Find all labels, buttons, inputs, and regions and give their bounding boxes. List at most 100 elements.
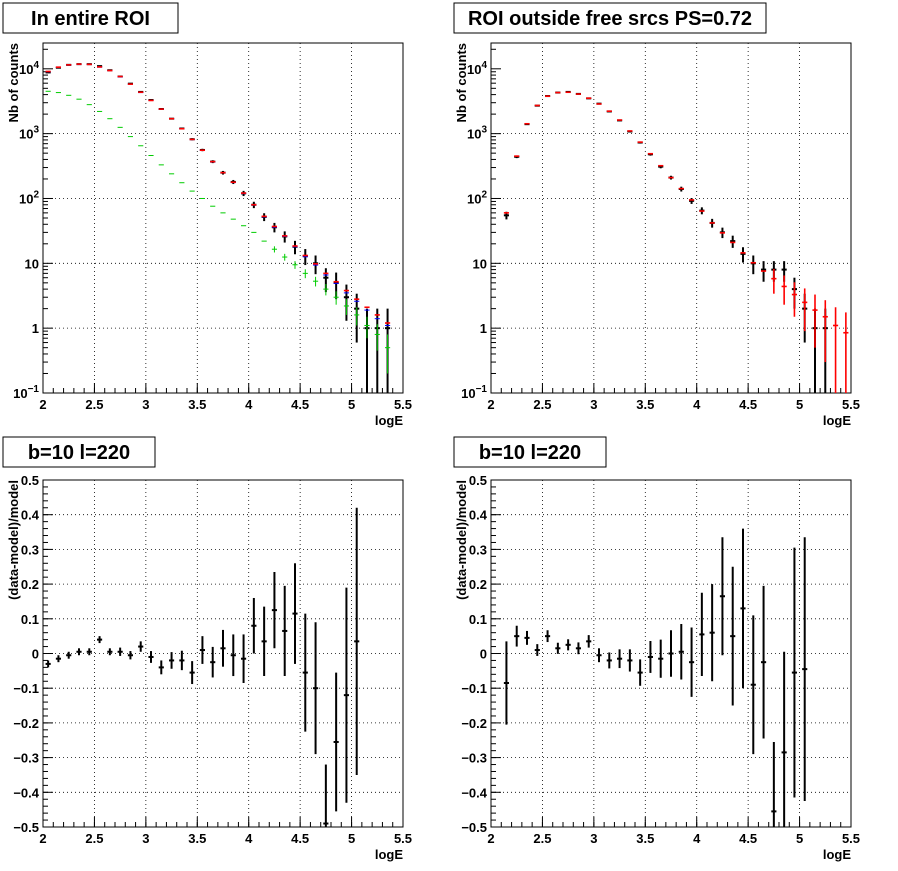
- data-point: [730, 566, 736, 706]
- data-point: [138, 641, 144, 652]
- data-point: [86, 648, 92, 656]
- x-tick-label: 5: [796, 397, 803, 412]
- x-tick-label: 4.5: [291, 831, 309, 846]
- data-point: [565, 639, 571, 651]
- y-tick-label: −0.1: [461, 681, 487, 696]
- data-point: [343, 299, 349, 315]
- data-point: [833, 307, 839, 393]
- title-box: [2, 2, 179, 34]
- data-point: [658, 639, 664, 678]
- data-point: [220, 629, 226, 667]
- y-tick-label: 0.5: [469, 473, 487, 488]
- plot-frame: [42, 42, 404, 394]
- y-tick-label: 10: [473, 256, 487, 271]
- y-axis-title: Nb of counts: [6, 43, 21, 122]
- y-tick-label: 0.2: [21, 577, 39, 592]
- x-tick-label: 3.5: [188, 397, 206, 412]
- x-tick-label: 3.5: [636, 397, 654, 412]
- y-tick-label: 0.5: [21, 473, 39, 488]
- x-tick-label: 2.5: [85, 397, 103, 412]
- x-tick-label: 3: [590, 397, 597, 412]
- data-point: [750, 255, 756, 275]
- data-point: [210, 646, 216, 678]
- data-point: [282, 253, 288, 261]
- data-point: [66, 651, 72, 659]
- data-point: [127, 651, 133, 660]
- y-axis-title: (data-model)/model: [454, 480, 469, 600]
- x-tick-label: 2: [39, 831, 46, 846]
- data-point: [575, 642, 581, 655]
- chart-panel-2: 2 2.5 3 3.5 4 4.5 5 5.5 10−1 1 10 102 103 104 logE Nb o…: [453, 2, 860, 428]
- x-tick-label: 4: [245, 397, 253, 412]
- x-tick-label: 3.5: [636, 831, 654, 846]
- x-tick-label: 2.5: [85, 831, 103, 846]
- data-point: [668, 630, 674, 677]
- data-point: [385, 334, 391, 374]
- y-tick-label: 103: [19, 125, 39, 142]
- x-tick-label: 5: [796, 831, 803, 846]
- y-tick-label: 0.1: [469, 612, 487, 627]
- data-point: [374, 308, 380, 393]
- y-tick-label: 104: [19, 60, 39, 77]
- data-point: [241, 634, 247, 683]
- chart-title: b=10 l=220: [28, 442, 130, 464]
- data-point: [189, 661, 195, 685]
- data-point: [45, 660, 51, 668]
- y-axis-title: Nb of counts: [454, 43, 469, 122]
- y-tick-label: 10: [25, 256, 39, 271]
- data-point: [843, 312, 849, 393]
- data-point: [637, 659, 643, 686]
- data-point: [292, 563, 298, 664]
- x-tick-label: 4.5: [291, 397, 309, 412]
- y-tick-label: 0.3: [21, 542, 39, 557]
- y-tick-label: 1: [32, 321, 39, 336]
- x-tick-label: 2: [487, 831, 494, 846]
- chart-panel-4: 2 2.5 3 3.5 4 4.5 5 5.5 −0.5 −0.4 −0.3 −0.2 −0.1 0 0.1…: [453, 436, 860, 862]
- data-point: [771, 268, 777, 294]
- series-data: [503, 90, 828, 393]
- x-tick-label: 2: [39, 397, 46, 412]
- x-axis-title: logE: [823, 413, 851, 428]
- x-tick-label: 3.5: [188, 831, 206, 846]
- y-tick-label: 102: [19, 189, 39, 206]
- data-point: [586, 635, 592, 648]
- data-point: [261, 606, 267, 677]
- series-data: [45, 63, 391, 393]
- x-axis-title: logE: [823, 847, 851, 862]
- data-point: [750, 615, 756, 755]
- y-tick-label: 0.4: [469, 508, 488, 523]
- x-tick-label: 3: [590, 831, 597, 846]
- data-point: [354, 507, 360, 775]
- data-point: [617, 649, 623, 669]
- data-point: [333, 672, 339, 812]
- x-tick-label: 4.5: [739, 831, 757, 846]
- x-tick-label: 2: [487, 397, 494, 412]
- data-point: [689, 627, 695, 697]
- data-point: [271, 246, 277, 253]
- data-point: [791, 547, 797, 798]
- y-tick-label: 0.4: [21, 508, 40, 523]
- data-point: [771, 741, 777, 827]
- y-tick-label: −0.5: [461, 820, 487, 835]
- data-point: [343, 587, 349, 803]
- data-point: [313, 276, 319, 287]
- y-tick-label: 104: [467, 60, 487, 77]
- y-tick-label: 10−1: [13, 384, 39, 401]
- x-tick-label: 5.5: [842, 397, 860, 412]
- title-box: [2, 436, 156, 468]
- data-point: [107, 648, 113, 656]
- data-point: [364, 316, 370, 339]
- series-data: [503, 528, 808, 827]
- y-tick-label: 0: [480, 647, 487, 662]
- y-tick-label: 0.2: [469, 577, 487, 592]
- x-tick-label: 4: [693, 831, 701, 846]
- data-point: [524, 630, 530, 645]
- data-point: [282, 585, 288, 677]
- data-point: [822, 300, 828, 363]
- data-point: [709, 584, 715, 682]
- data-point: [292, 261, 298, 269]
- data-point: [689, 198, 695, 204]
- y-tick-label: 1: [480, 321, 487, 336]
- data-point: [179, 650, 185, 671]
